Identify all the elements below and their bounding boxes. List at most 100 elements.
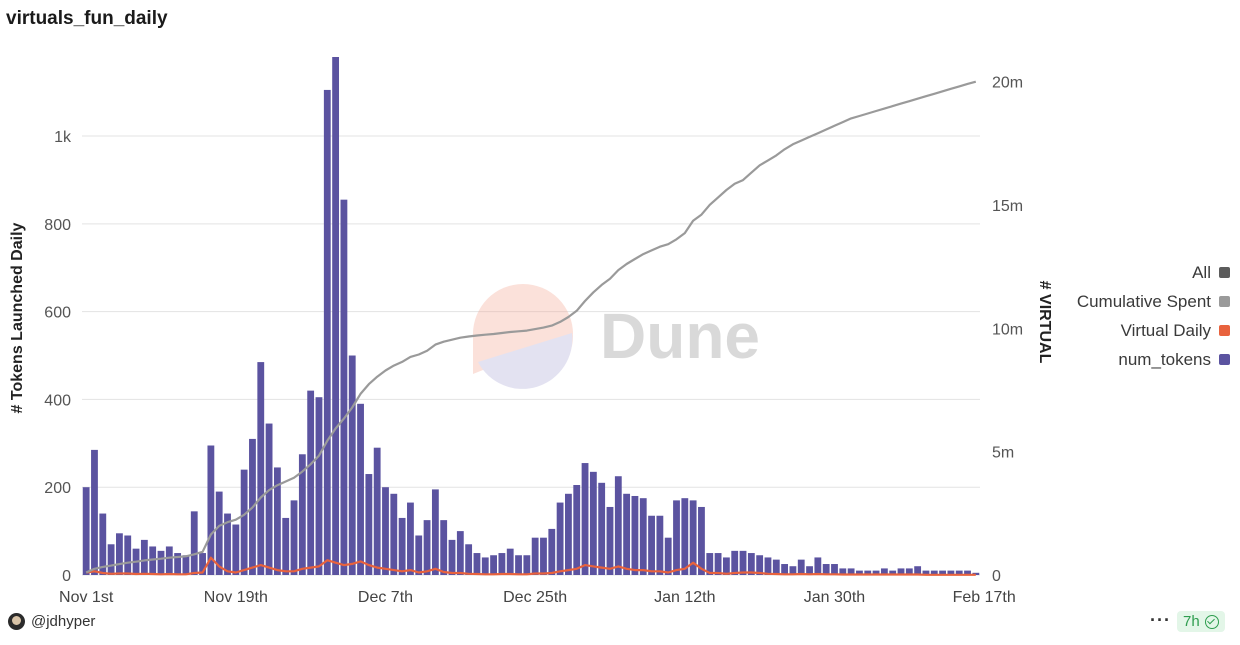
y-tick-label: 600	[44, 305, 71, 322]
bar-num-tokens	[789, 566, 797, 575]
bar-num-tokens	[905, 568, 913, 575]
legend-item-cumulative-spent[interactable]: Cumulative Spent	[1077, 287, 1230, 316]
bar-num-tokens	[257, 362, 265, 575]
bar-num-tokens	[323, 89, 331, 575]
bar-num-tokens	[756, 555, 764, 575]
y-tick-label: 0	[62, 568, 71, 585]
bar-num-tokens	[431, 489, 439, 575]
bar-num-tokens	[481, 557, 489, 575]
bar-num-tokens	[207, 445, 215, 575]
bar-num-tokens	[165, 546, 173, 575]
bar-num-tokens	[224, 513, 231, 575]
bar-num-tokens	[864, 570, 872, 575]
bar-num-tokens	[390, 493, 398, 575]
bar-num-tokens	[531, 537, 539, 575]
avatar	[8, 613, 25, 630]
x-tick-label: Jan 30th	[804, 589, 865, 606]
bar-num-tokens	[606, 506, 614, 575]
bar-num-tokens	[82, 487, 90, 575]
bar-num-tokens	[556, 502, 564, 575]
bar-num-tokens	[689, 500, 697, 575]
bar-num-tokens	[722, 557, 730, 575]
y2-tick-label: 10m	[992, 321, 1023, 338]
bar-num-tokens	[473, 553, 481, 575]
x-tick-label: Jan 12th	[654, 589, 715, 606]
bar-num-tokens	[589, 471, 597, 575]
bar-num-tokens	[540, 537, 547, 575]
bar-num-tokens	[955, 570, 963, 575]
bar-num-tokens	[698, 506, 705, 575]
dashboard-title: virtuals_fun_daily	[6, 8, 168, 29]
bar-num-tokens	[972, 572, 980, 575]
bar-num-tokens	[839, 568, 847, 575]
bar-num-tokens	[265, 423, 273, 575]
watermark-logo-circle	[473, 286, 573, 386]
bar-num-tokens	[515, 555, 522, 575]
legend-label: Virtual Daily	[1120, 320, 1211, 340]
bar-num-tokens	[598, 482, 606, 575]
bar-num-tokens	[240, 469, 248, 575]
bar-num-tokens	[382, 487, 389, 575]
bar-num-tokens	[199, 553, 206, 575]
bar-num-tokens	[964, 570, 971, 575]
author-handle[interactable]: @jdhyper	[31, 613, 96, 630]
y2-tick-label: 20m	[992, 75, 1023, 92]
legend-label: All	[1192, 262, 1211, 282]
bar-num-tokens	[282, 517, 290, 575]
bar-num-tokens	[897, 568, 905, 575]
x-tick-label: Dec 25th	[503, 589, 567, 606]
bar-num-tokens	[407, 502, 414, 575]
bar-num-tokens	[456, 531, 464, 575]
bar-num-tokens	[440, 520, 448, 575]
bar-num-tokens	[939, 570, 946, 575]
legend-item-virtual-daily[interactable]: Virtual Daily	[1077, 316, 1230, 345]
bar-num-tokens	[190, 511, 198, 575]
bar-num-tokens	[465, 544, 473, 575]
dune-watermark: Dune	[473, 284, 760, 389]
y-tick-label: 400	[44, 392, 71, 409]
bar-num-tokens	[232, 524, 240, 575]
legend-swatch	[1219, 267, 1230, 278]
bar-num-tokens	[506, 548, 514, 575]
legend-item-all[interactable]: All	[1077, 258, 1230, 287]
x-tick-label: Nov 19th	[204, 589, 268, 606]
bar-num-tokens	[856, 570, 863, 575]
bar-num-tokens	[215, 491, 223, 575]
bar-num-tokens	[664, 537, 672, 575]
bar-num-tokens	[914, 566, 922, 575]
bar-num-tokens	[448, 539, 456, 575]
bar-num-tokens	[781, 564, 789, 575]
bar-num-tokens	[174, 553, 182, 575]
bar-num-tokens	[498, 553, 506, 575]
more-options-button[interactable]: ···	[1150, 610, 1171, 630]
watermark-text: Dune	[600, 300, 760, 372]
bar-num-tokens	[415, 535, 423, 575]
bar-num-tokens	[673, 500, 680, 575]
bar-num-tokens	[124, 535, 132, 575]
bar-num-tokens	[947, 570, 955, 575]
y2-tick-label: 0	[992, 568, 1001, 585]
bar-num-tokens	[107, 544, 115, 575]
bar-num-tokens	[731, 550, 739, 575]
y2-tick-label: 15m	[992, 198, 1023, 215]
bar-num-tokens	[930, 570, 938, 575]
bar-num-tokens	[764, 557, 772, 575]
bar-num-tokens	[373, 447, 381, 575]
bar-num-tokens	[332, 57, 340, 575]
refresh-age-badge[interactable]: 7h	[1177, 611, 1225, 632]
legend-item-num-tokens[interactable]: num_tokens	[1077, 345, 1230, 374]
bar-num-tokens	[357, 403, 364, 575]
bar-num-tokens	[157, 550, 165, 575]
x-tick-label: Dec 7th	[358, 589, 413, 606]
bar-num-tokens	[623, 493, 631, 575]
bar-num-tokens	[872, 570, 880, 575]
watermark-logo-bottom	[478, 333, 573, 389]
bar-num-tokens	[922, 570, 930, 575]
y-tick-label: 800	[44, 217, 71, 234]
bar-num-tokens	[714, 553, 722, 575]
y2-axis-title: # VIRTUAL	[1036, 281, 1053, 364]
y-tick-label: 200	[44, 480, 71, 497]
bar-num-tokens	[91, 449, 98, 575]
author-credit[interactable]: @jdhyper	[8, 613, 95, 630]
